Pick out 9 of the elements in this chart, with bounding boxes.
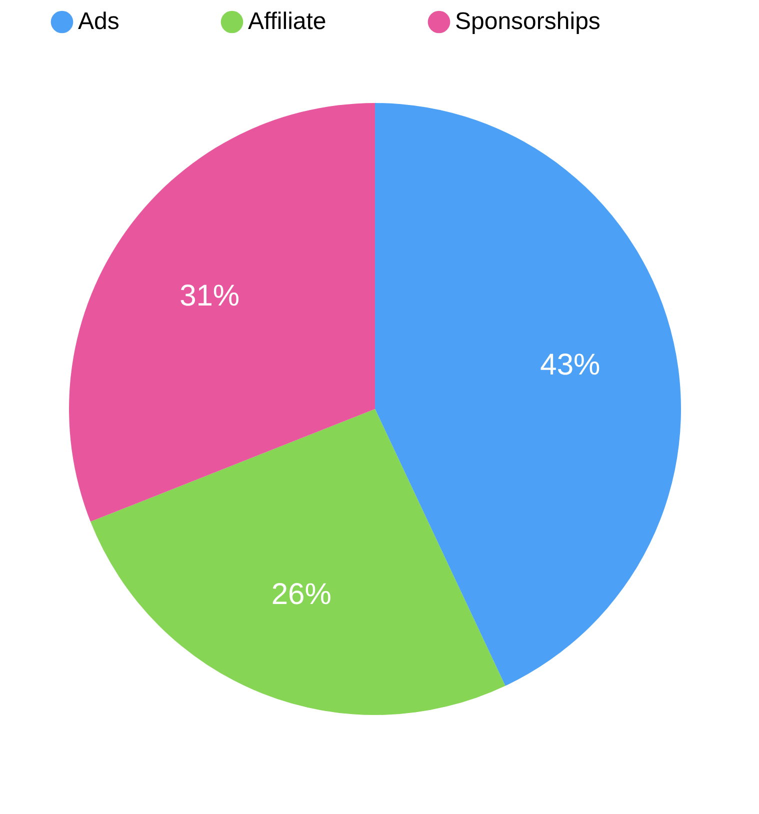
pie-slice — [90, 409, 506, 714]
data-label: 31% — [180, 280, 240, 313]
legend-label: Ads — [78, 8, 120, 35]
legend-label: Affiliate — [248, 8, 326, 35]
data-label: 43% — [540, 348, 600, 382]
data-label: 26% — [271, 578, 332, 611]
pie-slice — [69, 103, 375, 522]
legend-label: Sponsorships — [455, 8, 600, 35]
pie-slice — [375, 103, 681, 686]
